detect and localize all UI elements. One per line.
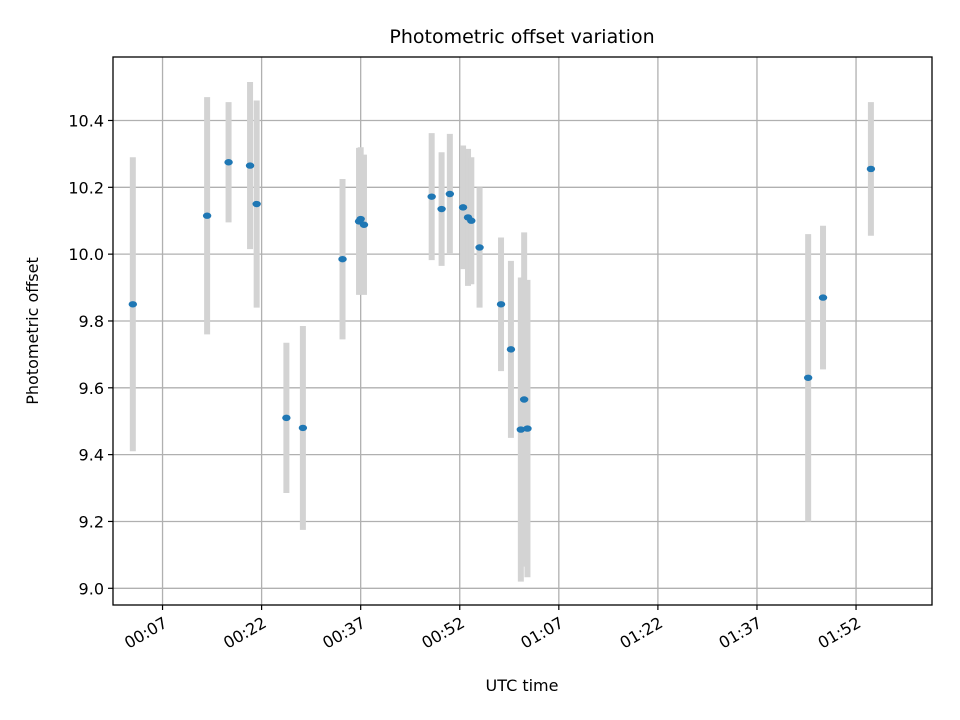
data-point [506, 346, 516, 353]
data-point [519, 396, 529, 403]
data-point [437, 205, 446, 213]
x-tick-label: 01:37 [716, 613, 765, 653]
data-point [818, 294, 828, 301]
data-point [128, 301, 138, 308]
x-tick-label: 00:52 [418, 613, 467, 653]
x-axis: 00:07 00:22 00:37 00:52 01:07 01:22 01:37 01:52 [121, 605, 864, 653]
data-point [224, 159, 233, 166]
data-point [523, 425, 532, 432]
data-point [298, 424, 308, 432]
data-point [338, 255, 347, 263]
data-point [496, 301, 506, 308]
points [128, 159, 876, 433]
data-point [245, 162, 255, 169]
data-point [475, 244, 484, 251]
errorbars [129, 82, 874, 582]
x-tick-label: 00:37 [319, 613, 368, 653]
data-point [458, 204, 468, 211]
y-axis-title: Photometric offset [23, 257, 42, 405]
plot-frame [112, 56, 933, 606]
y-tick-label: 9.4 [79, 446, 104, 465]
y-tick-label: 9.6 [79, 379, 104, 398]
y-tick-label: 9.8 [79, 312, 104, 331]
x-tick-label: 01:07 [517, 613, 566, 653]
y-tick-label: 9.0 [79, 579, 104, 598]
y-tick-label: 10.2 [68, 178, 104, 197]
y-tick-label: 10.4 [68, 111, 104, 130]
data-point [252, 200, 261, 208]
y-tick-label: 9.2 [79, 512, 104, 531]
y-tick-label: 10.0 [68, 245, 104, 264]
x-tick-label: 01:22 [616, 613, 665, 653]
data-point [803, 374, 813, 381]
data-point [202, 212, 212, 219]
x-tick-label: 00:07 [121, 613, 170, 653]
chart-title: Photometric offset variation [389, 26, 654, 48]
data-point [467, 217, 476, 224]
data-point [866, 165, 876, 173]
data-point [516, 426, 526, 433]
data-point [282, 414, 291, 422]
x-tick-label: 01:52 [815, 613, 864, 653]
x-axis-title: UTC time [486, 676, 559, 695]
y-axis: 9.0 9.2 9.4 9.6 9.8 10.0 10.2 10.4 [68, 111, 113, 598]
data-point [445, 190, 455, 198]
data-point [359, 221, 369, 228]
data-point [356, 215, 365, 223]
x-tick-label: 00:22 [220, 613, 269, 653]
data-point [427, 193, 436, 200]
